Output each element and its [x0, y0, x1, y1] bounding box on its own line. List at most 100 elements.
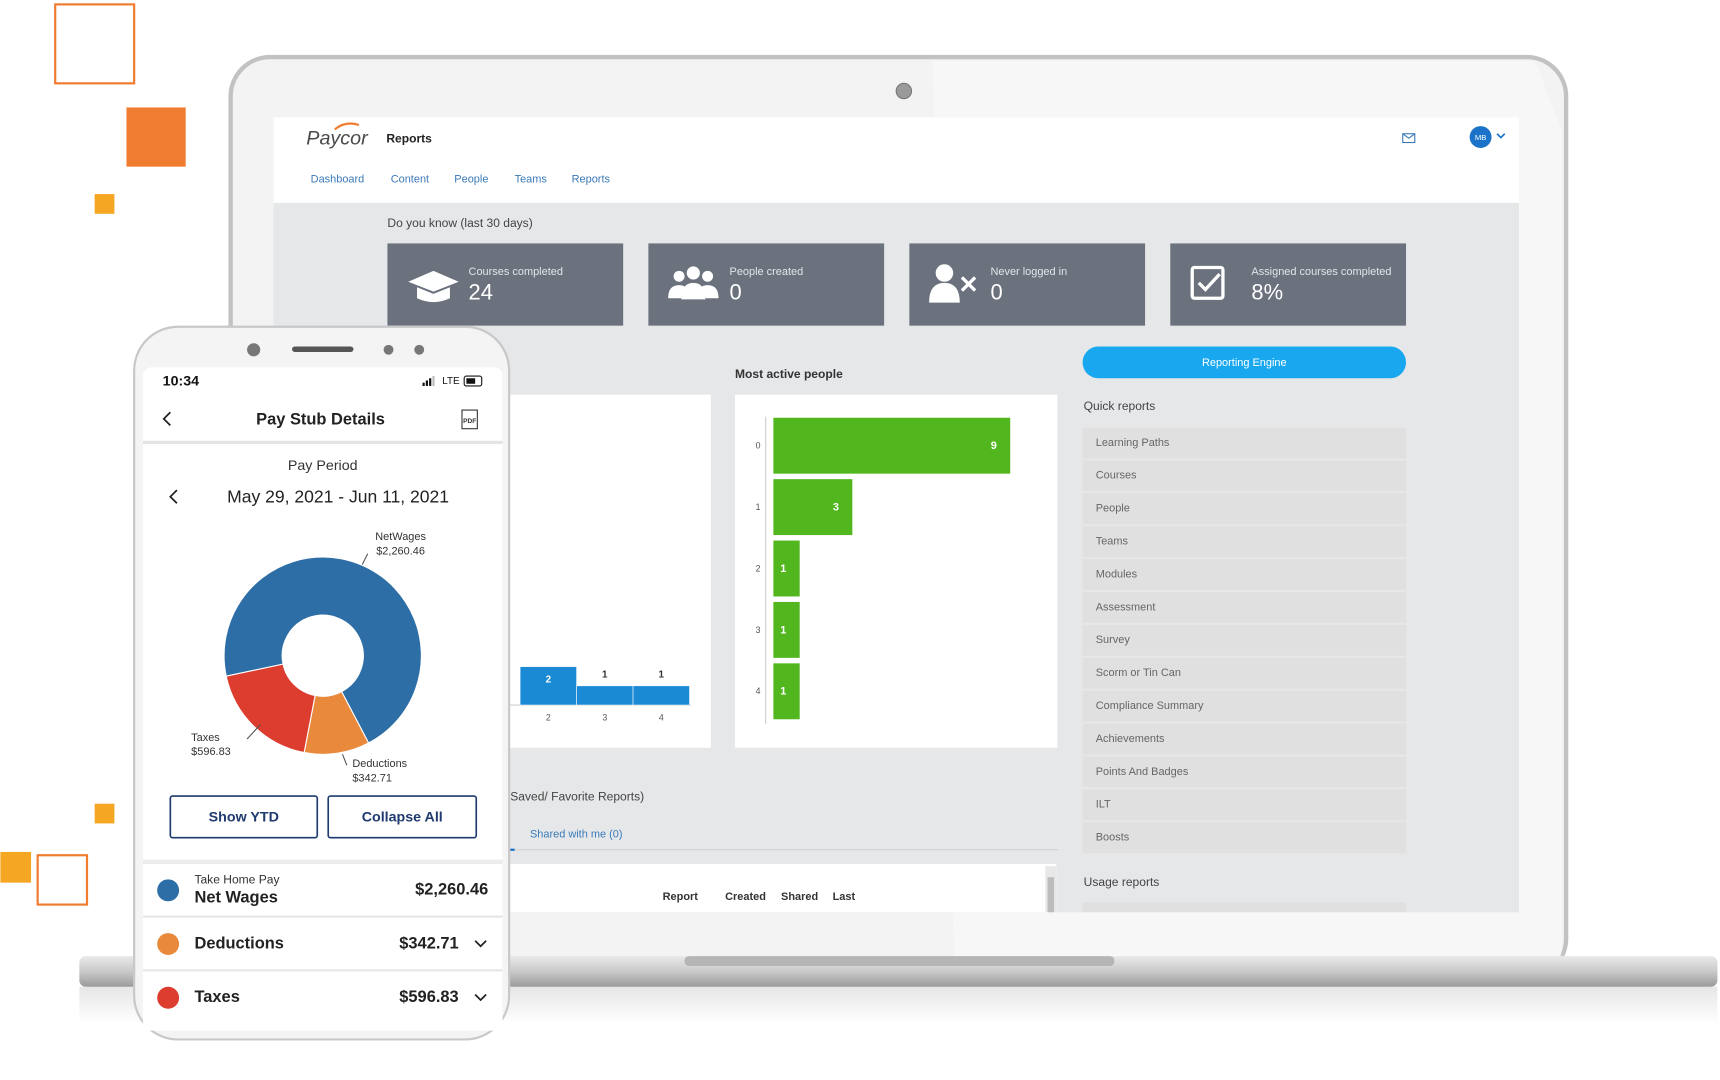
bar — [773, 479, 853, 536]
report-link[interactable] — [1082, 723, 1407, 755]
report-link-label: Compliance Summary — [1096, 700, 1204, 712]
laptop-camera — [895, 82, 913, 100]
report-link[interactable] — [1082, 624, 1407, 656]
table-header: Created — [725, 891, 766, 903]
saved-reports-heading: Saved/ Favorite Reports) — [510, 789, 644, 803]
nav-link[interactable]: People — [454, 174, 488, 186]
report-link-label: Points And Badges — [1096, 766, 1189, 778]
laptop-notch — [684, 956, 1115, 966]
collapse-all-button[interactable] — [327, 795, 478, 839]
report-link[interactable] — [1082, 427, 1407, 459]
reporting-engine-button[interactable] — [1082, 346, 1407, 379]
signal-icon — [422, 376, 435, 386]
table-header: Last — [833, 891, 856, 903]
decor-square — [94, 803, 115, 824]
y-tick-label: 4 — [756, 686, 761, 696]
phone-camera — [247, 343, 261, 357]
expand-chevron[interactable] — [474, 993, 487, 1002]
mail-icon — [1402, 133, 1416, 139]
donut-slice — [223, 556, 422, 744]
report-link-label: Learning Paths — [1096, 437, 1170, 449]
phone-sensor — [414, 344, 425, 355]
row-divider — [142, 859, 503, 864]
battery-level — [466, 378, 476, 384]
button-label: Show YTD — [209, 810, 279, 826]
stat-value: 24 — [469, 280, 493, 305]
legend-dot — [157, 879, 180, 902]
report-link[interactable] — [1082, 460, 1407, 492]
bar — [632, 685, 690, 706]
report-link-label: Boosts — [1096, 832, 1130, 844]
stat-value: 0 — [730, 280, 742, 305]
stat-label: Assigned courses completed — [1251, 266, 1391, 278]
report-link[interactable] — [1082, 559, 1407, 590]
row-title: Deductions — [194, 934, 284, 952]
row-amount: $342.71 — [399, 934, 458, 952]
nav-link[interactable]: Content — [391, 174, 429, 186]
tab[interactable]: Shared with me (0) — [530, 828, 623, 840]
report-link[interactable] — [1082, 789, 1407, 821]
row-amount: $596.83 — [399, 988, 458, 1006]
section-heading: Usage reports — [1084, 875, 1160, 889]
row-amount: $2,260.46 — [415, 881, 488, 899]
bar-value-label: 3 — [833, 502, 839, 514]
bar-value-label: 1 — [602, 669, 608, 680]
avatar[interactable] — [1469, 126, 1492, 149]
report-link[interactable] — [1082, 526, 1407, 557]
bar-value-label: 1 — [659, 669, 665, 680]
icon-people — [668, 266, 719, 300]
slice-value: $2,260.46 — [376, 545, 425, 557]
slice-label: Taxes — [191, 732, 220, 744]
report-link[interactable] — [1082, 822, 1407, 854]
y-tick-label: 3 — [756, 625, 761, 635]
decor-square — [54, 3, 136, 85]
bar-value-label: 1 — [780, 624, 786, 636]
nav-link[interactable]: Dashboard — [311, 174, 365, 186]
show-ytd-button[interactable] — [169, 795, 319, 839]
pdf-label: PDF — [463, 418, 476, 425]
slice-value: $342.71 — [352, 772, 392, 784]
table-header: Report — [663, 891, 699, 903]
decor-square — [94, 194, 115, 214]
report-link[interactable] — [1082, 592, 1407, 623]
report-link-label: Achievements — [1096, 733, 1165, 745]
row-divider — [142, 969, 503, 972]
stat-card — [1170, 243, 1407, 326]
status-network: LTE — [442, 376, 460, 387]
scrollbar-thumb[interactable] — [1047, 877, 1055, 913]
leader-line — [246, 724, 261, 740]
status-time: 10:34 — [163, 373, 200, 389]
nav-link[interactable]: Reports — [572, 174, 611, 186]
pdf-icon[interactable] — [461, 409, 478, 430]
nav-link[interactable]: Teams — [515, 174, 548, 186]
button-label: Reporting Engine — [1202, 357, 1287, 369]
icon-user-x — [929, 264, 977, 303]
back-button[interactable] — [162, 411, 171, 427]
stat-label: People created — [730, 266, 804, 278]
mail-icon[interactable] — [1402, 133, 1416, 144]
y-tick-label: 1 — [756, 502, 761, 512]
bar — [773, 663, 800, 720]
slice-label: Deductions — [352, 758, 407, 770]
report-link-label: ILT — [1096, 799, 1111, 811]
report-link[interactable] — [1082, 657, 1407, 689]
icon-check — [1190, 265, 1225, 300]
reports-table — [510, 864, 1057, 913]
stat-card — [648, 243, 885, 326]
avatar-caret — [1496, 133, 1506, 139]
bar — [773, 417, 1011, 474]
report-link[interactable] — [1082, 690, 1407, 722]
expand-chevron[interactable] — [474, 940, 487, 948]
slice-value: $596.83 — [191, 746, 231, 758]
report-link[interactable] — [1082, 493, 1407, 525]
x-tick-label: 2 — [546, 712, 551, 722]
previous-period[interactable] — [169, 489, 178, 504]
x-tick-label: 3 — [602, 712, 607, 722]
bar-value-label: 9 — [991, 440, 997, 452]
bar-value-label: 1 — [780, 563, 786, 575]
report-link[interactable] — [1082, 756, 1407, 788]
leader-line — [361, 553, 369, 565]
legend-dot — [157, 933, 180, 956]
stat-value: 0 — [990, 280, 1002, 305]
